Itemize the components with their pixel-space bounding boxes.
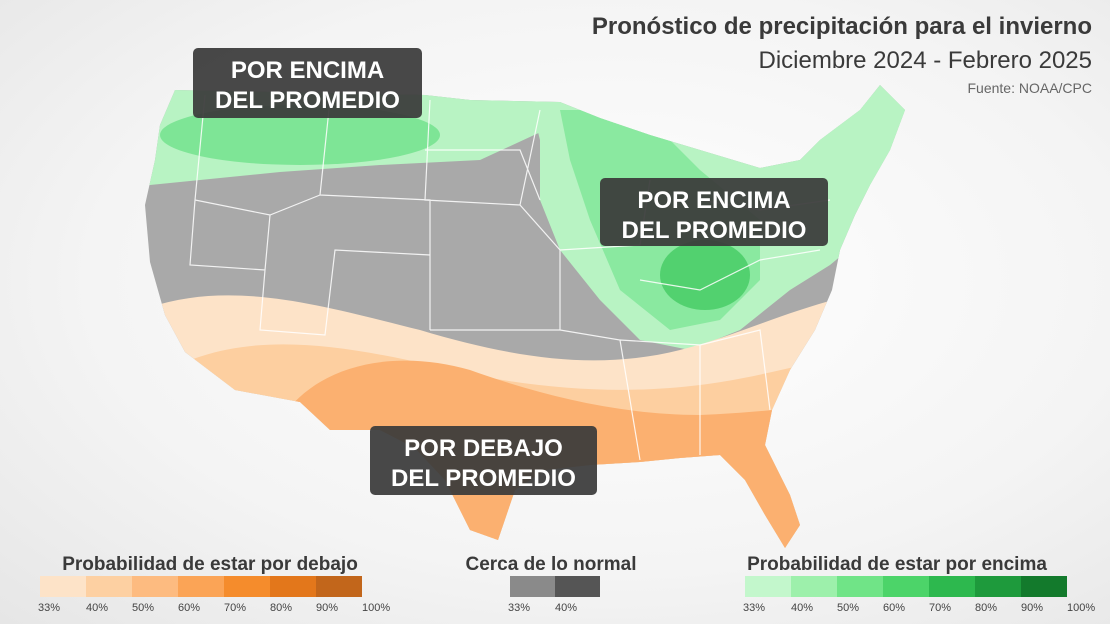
legend-swatch: [40, 576, 86, 597]
legend-label: 50%: [837, 602, 859, 614]
legend-swatch: [555, 576, 600, 597]
legend-label: 100%: [1067, 602, 1095, 614]
source: Fuente: NOAA/CPC: [968, 80, 1093, 96]
legend-label: 50%: [132, 602, 154, 614]
label-box: [600, 178, 828, 246]
legend-label: 40%: [555, 602, 577, 614]
legend: Cerca de lo normal 33% 40%: [465, 554, 636, 614]
legend-title: Probabilidad de estar por encima: [747, 554, 1047, 575]
title: Pronóstico de precipitación para el invi…: [592, 13, 1092, 40]
legend-label: 90%: [1021, 602, 1043, 614]
legend-swatch: [975, 576, 1021, 597]
above-area: [810, 85, 905, 200]
label-text: POR ENCIMA: [231, 57, 384, 84]
legend-swatch: [224, 576, 270, 597]
legend-label: 40%: [791, 602, 813, 614]
legend-swatch: [178, 576, 224, 597]
legend-swatch: [132, 576, 178, 597]
label-text: DEL PROMEDIO: [622, 217, 807, 244]
legend-title: Cerca de lo normal: [465, 554, 636, 575]
legend-swatch: [929, 576, 975, 597]
label-box: [370, 426, 597, 495]
label-text: POR ENCIMA: [637, 187, 790, 214]
legend-label: 70%: [224, 602, 246, 614]
subtitle: Diciembre 2024 - Febrero 2025: [758, 47, 1092, 74]
legend-swatch: [86, 576, 132, 597]
label-text: DEL PROMEDIO: [391, 465, 576, 492]
map-label: POR ENCIMA DEL PROMEDIO: [193, 48, 422, 118]
legend-swatch: [270, 576, 316, 597]
legend-label: 60%: [883, 602, 905, 614]
legend-label: 33%: [743, 602, 765, 614]
legend-swatch: [510, 576, 555, 597]
legend-swatch: [837, 576, 883, 597]
legend-label: 80%: [270, 602, 292, 614]
legend-label: 40%: [86, 602, 108, 614]
label-text: DEL PROMEDIO: [215, 87, 400, 114]
above-area-strong: [660, 240, 750, 310]
legend-swatch: [1021, 576, 1067, 597]
legend-title: Probabilidad de estar por debajo: [62, 554, 358, 575]
legend-label: 90%: [316, 602, 338, 614]
label-box: [193, 48, 422, 118]
legend: Probabilidad de estar por encima 33% 40% 50…: [743, 554, 1095, 614]
legend-swatch: [316, 576, 362, 597]
legend-label: 80%: [975, 602, 997, 614]
above-area-strong: [160, 105, 440, 165]
legend-label: 100%: [362, 602, 390, 614]
legend: Probabilidad de estar por debajo 33% 40% 50…: [38, 554, 390, 614]
legend-label: 70%: [929, 602, 951, 614]
label-text: POR DEBAJO: [404, 435, 563, 462]
legend-swatch: [791, 576, 837, 597]
map-label: POR DEBAJO DEL PROMEDIO: [370, 426, 597, 495]
legend-swatch: [745, 576, 791, 597]
legend-label: 33%: [508, 602, 530, 614]
legend-swatch: [883, 576, 929, 597]
legend-label: 33%: [38, 602, 60, 614]
map-label: POR ENCIMA DEL PROMEDIO: [600, 178, 828, 246]
legend-label: 60%: [178, 602, 200, 614]
